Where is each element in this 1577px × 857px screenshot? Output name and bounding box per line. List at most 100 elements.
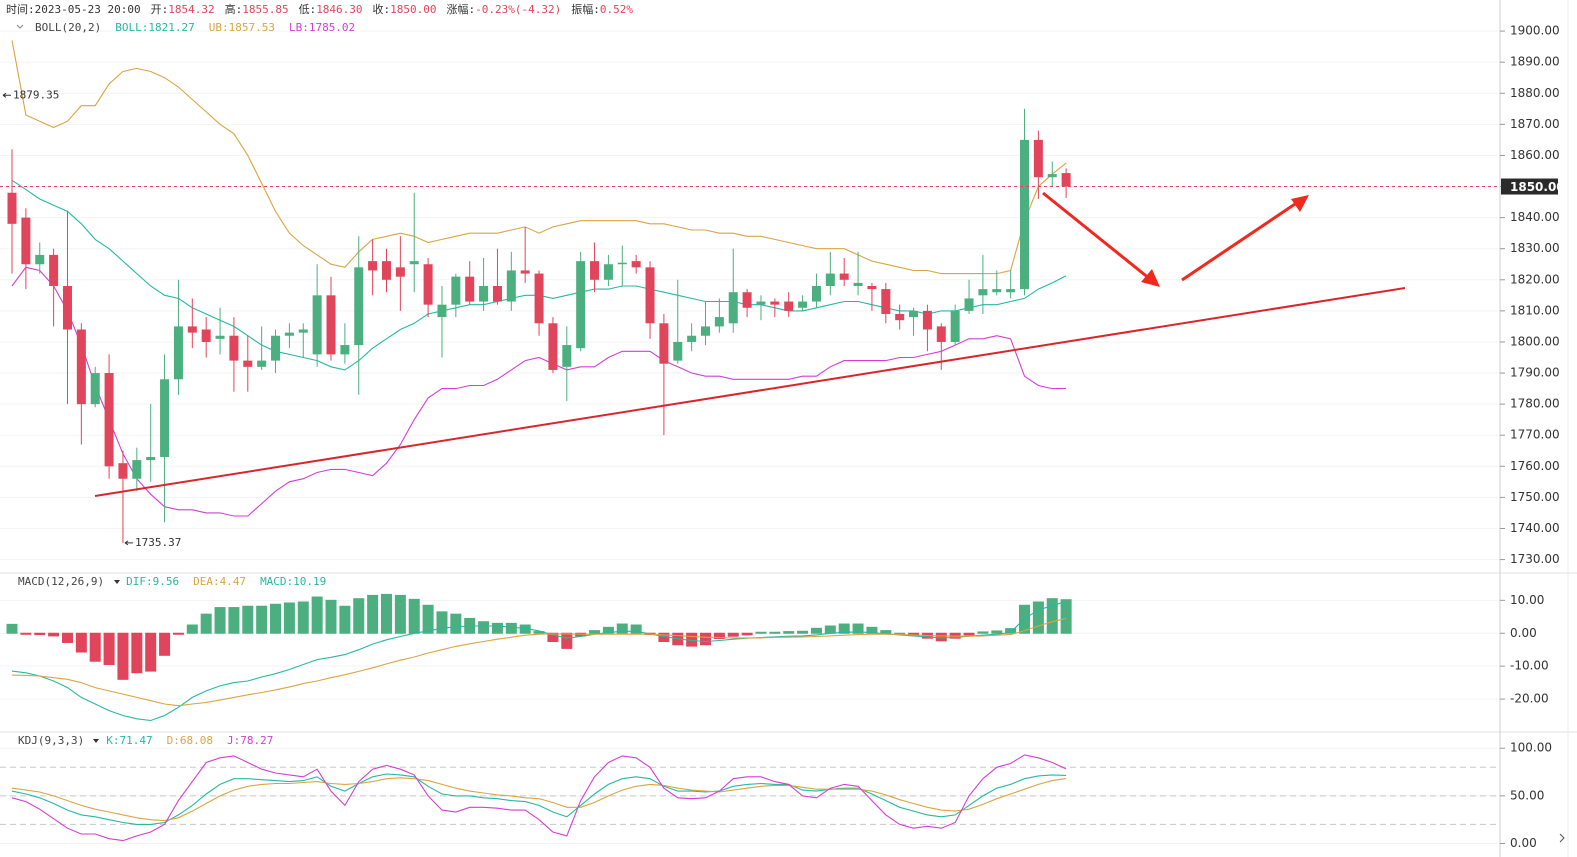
candle-body: [229, 335, 239, 361]
header-value: 1850.00: [390, 3, 436, 16]
header-value: -0.23%(-4.32): [475, 3, 561, 16]
candle-body: [590, 261, 600, 280]
candle-body: [381, 261, 391, 280]
candle-body: [118, 463, 128, 479]
candle-body: [825, 273, 835, 286]
candle-body: [437, 304, 447, 318]
annotation-arrow: [124, 540, 133, 546]
macd-bar: [755, 631, 767, 634]
macd-bar: [75, 632, 87, 653]
candle-body: [936, 326, 946, 342]
candle-body: [479, 286, 489, 302]
header-value: 2023-05-23 20:00: [35, 3, 141, 16]
legend: MACD(12,26,9) DIF:9.56 DEA:4.47 MACD:10.19: [18, 575, 326, 588]
candle-body: [298, 329, 308, 333]
candle-body: [506, 270, 516, 302]
candle-body: [631, 261, 641, 268]
macd-bar: [741, 632, 753, 636]
candle-body: [243, 360, 253, 367]
macd-bar: [991, 630, 1003, 634]
candle-body: [534, 273, 544, 324]
candle-body: [881, 289, 891, 314]
candle-body: [187, 326, 197, 333]
header-value: 1846.30: [316, 3, 362, 16]
macd-bar: [270, 603, 282, 634]
indicator-line: [11, 617, 1067, 707]
candle-body: [853, 282, 863, 286]
candle-body: [950, 310, 960, 342]
y-tick-label: 1780.00: [1510, 397, 1560, 411]
y-tick-label: 1750.00: [1510, 490, 1560, 504]
macd-bar: [172, 632, 184, 635]
candle-body: [770, 301, 780, 305]
indicator-line: [11, 773, 1067, 825]
macd-bar: [630, 624, 642, 634]
y-tick-label: 1810.00: [1510, 303, 1560, 317]
legend-entry: MACD:10.19: [260, 575, 326, 588]
macd-bar: [727, 632, 739, 637]
candle-body: [1020, 139, 1030, 290]
trend-line: [94, 287, 1406, 497]
dropdown-triangle: [114, 580, 120, 584]
candle-body: [714, 317, 724, 327]
macd-bar: [602, 626, 614, 634]
macd-bar: [769, 631, 781, 634]
y-tick-label: 0.00: [1510, 836, 1537, 850]
y-tick-label: 1760.00: [1510, 459, 1560, 473]
macd-bar: [935, 632, 947, 642]
scroll-arrow: [1559, 833, 1565, 843]
candle-body: [895, 313, 905, 321]
macd-bar: [6, 623, 18, 634]
macd-bar: [283, 602, 295, 634]
candle-body: [395, 267, 405, 277]
indicator-line: [11, 40, 1067, 275]
macd-bar: [408, 598, 420, 634]
arrow-head: [1291, 195, 1309, 212]
header-label: 时间:: [6, 3, 35, 16]
candle-body: [1061, 173, 1071, 187]
macd-bar: [880, 630, 892, 634]
candle-body: [160, 379, 170, 457]
last-price-box: [1501, 178, 1558, 195]
collapse-chevron: [16, 24, 24, 29]
candle-body: [215, 335, 225, 339]
candle-body: [49, 254, 59, 286]
candle-body: [909, 310, 919, 318]
macd-bar: [380, 593, 392, 634]
candle-body: [701, 326, 710, 336]
macd-bar: [159, 632, 171, 656]
y-tick-label: 0.00: [1510, 626, 1537, 640]
macd-bar: [505, 622, 517, 634]
macd-bar: [394, 594, 406, 634]
annotation-label: 1735.37: [135, 536, 181, 549]
legend-entry: LB:1785.02: [289, 21, 355, 34]
header-label: 低:: [299, 3, 317, 16]
macd-bar: [491, 622, 503, 634]
candle-body: [312, 295, 322, 355]
macd-bar: [89, 632, 101, 662]
candle-body: [62, 286, 72, 330]
macd-bar: [852, 623, 864, 634]
dropdown-triangle: [93, 739, 99, 743]
macd-bar: [256, 605, 268, 634]
candle-body: [784, 301, 794, 311]
macd-bar: [311, 596, 323, 634]
y-tick-label: 1900.00: [1510, 24, 1560, 38]
indicator-name: BOLL(20,2): [35, 21, 101, 34]
candle-body: [409, 261, 419, 265]
macd-bar: [61, 632, 73, 643]
y-tick-label: 1820.00: [1510, 272, 1560, 286]
macd-bar: [824, 625, 836, 634]
macd-bar: [200, 613, 212, 634]
grid-layer: [0, 30, 1500, 844]
last-price-label: 1850.00: [1510, 180, 1565, 194]
y-tick-label: 1840.00: [1510, 210, 1560, 224]
candle-body: [811, 286, 821, 302]
candle-body: [548, 323, 558, 370]
macd-bar: [131, 632, 143, 674]
candle-body: [257, 360, 267, 367]
indicator-name: KDJ(9,3,3): [18, 734, 84, 747]
candle-body: [992, 289, 1002, 293]
y-tick-label: 100.00: [1510, 741, 1552, 755]
